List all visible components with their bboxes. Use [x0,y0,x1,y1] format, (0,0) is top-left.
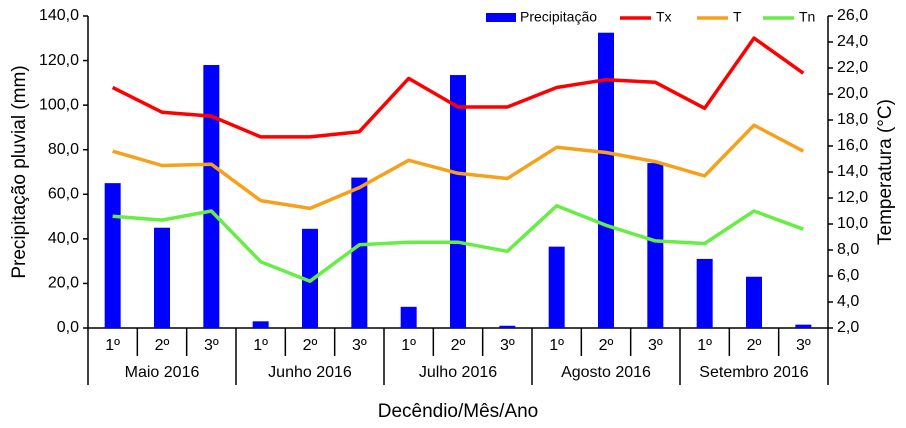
bar [450,75,466,328]
y-tick-label: 80,0 [48,141,79,158]
y2-tick-label: 26,0 [837,7,868,24]
x-tick-label: 1º [253,337,268,354]
bar [351,177,368,328]
y-tick-label: 40,0 [48,230,79,247]
bar [252,321,269,328]
x-tick-label: 1º [549,337,564,354]
group-label: Maio 2016 [125,364,200,381]
y-tick-label: 140,0 [39,7,79,24]
y2-tick-label: 6,0 [837,267,859,284]
legend-label: Tx [656,9,672,25]
bar [203,65,220,329]
bar [795,324,812,328]
x-tick-label: 1º [697,337,712,354]
y-tick-label: 120,0 [39,52,79,69]
bar [302,228,318,328]
x-tick-label: 1º [105,337,120,354]
x-tick-label: 2º [747,337,762,354]
line [111,36,805,139]
x-tick-label: 3º [500,337,515,354]
legend-label: Precipitação [520,9,597,25]
bar [548,246,565,328]
y2-tick-label: 8,0 [837,241,859,258]
x-tick-label: 2º [155,337,170,354]
bar [696,258,713,328]
y-tick-label: 0,0 [57,319,79,336]
x-tick-label: 1º [401,337,416,354]
line [112,204,804,283]
y2-axis-title: Temperatura (°C) [875,99,896,245]
bar [499,325,516,328]
x-tick-label: 2º [303,337,318,354]
legend-label: T [733,9,742,25]
y-axis-title: Precipitação pluvial (mm) [9,65,30,278]
y2-tick-label: 16,0 [837,137,868,154]
bar [598,32,614,328]
x-tick-label: 3º [796,337,811,354]
y2-tick-label: 2,0 [837,319,859,336]
bar [104,183,121,328]
bar [400,306,417,328]
line [112,123,805,211]
y2-tick-label: 20,0 [837,85,868,102]
group-label: Julho 2016 [419,364,497,381]
x-tick-label: 3º [352,337,367,354]
y-tick-label: 100,0 [39,96,79,113]
y2-tick-label: 10,0 [837,215,868,232]
y2-tick-label: 4,0 [837,293,859,310]
y-tick-label: 60,0 [48,186,79,203]
x-tick-label: 2º [599,337,614,354]
x-tick-label: 3º [648,337,663,354]
x-axis-title: Decêndio/Mês/Ano [378,401,539,422]
group-label: Setembro 2016 [699,364,809,381]
bar [647,163,664,328]
y2-tick-label: 18,0 [837,111,868,128]
y2-tick-label: 12,0 [837,189,868,206]
y-tick-label: 20,0 [48,275,79,292]
legend-label: Tn [799,9,815,25]
y2-tick-label: 24,0 [837,33,868,50]
bar [154,227,170,328]
x-tick-label: 3º [204,337,219,354]
group-label: Agosto 2016 [561,364,651,381]
legend-swatch [486,13,516,22]
y2-tick-label: 14,0 [837,163,868,180]
bar [746,276,762,328]
x-tick-label: 2º [451,337,466,354]
group-label: Junho 2016 [268,364,352,381]
y2-tick-label: 22,0 [837,59,868,76]
